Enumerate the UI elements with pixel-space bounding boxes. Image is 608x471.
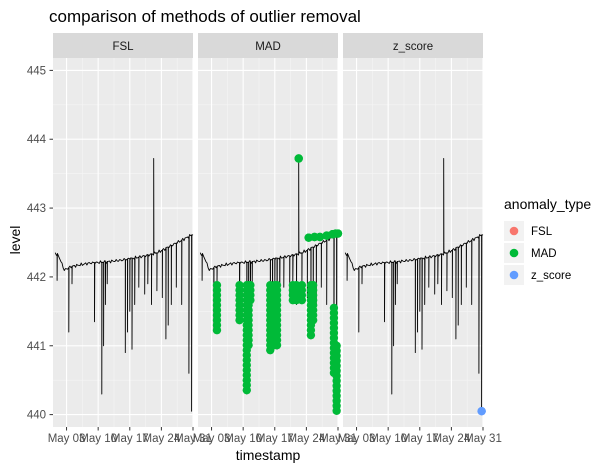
facet-strip (343, 33, 483, 58)
x-axis-title: timestamp (236, 447, 301, 463)
x-tick-label: May 24 (288, 433, 326, 445)
anomaly-point (212, 325, 222, 335)
chart-title: comparison of methods of outlier removal (49, 7, 361, 26)
level-line (54, 158, 194, 412)
anomaly-point (332, 406, 341, 415)
y-tick-label: 444 (27, 134, 47, 146)
x-tick-label: May 31 (174, 433, 212, 445)
facet-strip-label: z_score (393, 41, 433, 53)
x-tick-label: May 10 (369, 433, 407, 445)
facet-strip-label: FSL (112, 41, 134, 53)
x-tick-label: May 03 (338, 433, 376, 445)
x-tick-label: May 17 (256, 433, 294, 445)
x-tick-label: May 17 (111, 433, 149, 445)
y-axis: 440 441 442 443 444 445 (27, 65, 53, 422)
x-tick-label: May 03 (48, 433, 86, 445)
facet-strip (198, 33, 338, 58)
anomaly-point (235, 315, 244, 325)
x-tick-label: May 03 (193, 433, 231, 445)
facet-strip-label: MAD (255, 41, 281, 53)
y-tick-label: 442 (27, 272, 46, 284)
y-axis-title: level (7, 226, 23, 255)
legend-label: MAD (531, 248, 557, 260)
x-tick-label: May 31 (319, 433, 357, 445)
legend-key-z-score (509, 270, 519, 280)
anomaly-point (315, 232, 325, 242)
anomaly-point (308, 315, 318, 325)
y-tick-label: 443 (27, 203, 46, 215)
x-tick-label: May 24 (433, 433, 471, 445)
x-tick-label: May 17 (401, 433, 439, 445)
anomaly-point (306, 330, 316, 340)
anomaly-point (333, 229, 343, 238)
anomaly-point (297, 295, 307, 305)
x-tick-label: May 10 (224, 433, 262, 445)
legend-key-mad (509, 248, 519, 258)
x-tick-label: May 24 (143, 433, 181, 445)
anomaly-point (244, 340, 253, 350)
facet-strip (53, 33, 193, 58)
anomaly-point (272, 340, 282, 350)
level-line (344, 158, 484, 412)
legend-label: z_score (531, 270, 571, 282)
anomaly-point (246, 295, 255, 305)
anomaly-point (294, 154, 303, 163)
y-tick-label: 441 (27, 341, 46, 353)
legend: anomaly_type FSL MAD z_score (504, 196, 591, 285)
legend-key-fsl (509, 226, 519, 236)
legend-label: FSL (531, 226, 553, 238)
legend-title: anomaly_type (504, 196, 591, 212)
anomaly-point (242, 385, 251, 395)
x-tick-label: May 31 (464, 433, 502, 445)
y-tick-label: 440 (27, 410, 46, 422)
x-tick-label: May 10 (79, 433, 117, 445)
anomaly-point (477, 406, 486, 416)
y-tick-label: 445 (27, 65, 46, 77)
